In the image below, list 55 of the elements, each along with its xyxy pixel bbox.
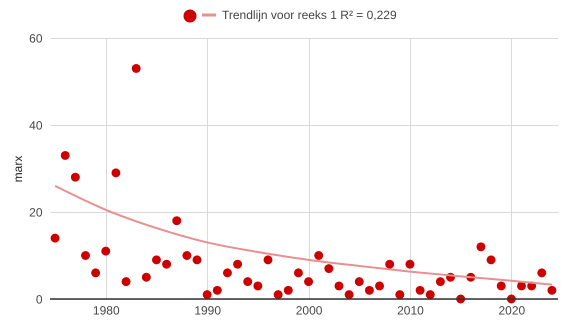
point [344, 290, 354, 300]
point [202, 290, 212, 300]
point [182, 251, 192, 260]
point [274, 290, 283, 300]
x-tick-label: 2010 [397, 304, 424, 318]
x-tick-label: 2000 [296, 304, 323, 318]
point [101, 246, 110, 256]
point [496, 281, 506, 290]
point [486, 255, 496, 264]
point [162, 260, 172, 269]
point [111, 168, 120, 178]
point [122, 277, 131, 286]
x-tick-label: 1990 [194, 304, 222, 318]
point [172, 216, 182, 226]
point [142, 272, 151, 282]
point [192, 255, 202, 264]
point [405, 260, 414, 269]
point [547, 286, 556, 295]
point [537, 268, 546, 278]
y-tick-label: 0 [36, 292, 43, 306]
y-tick-label: 60 [29, 32, 43, 46]
y-tick-label: 40 [29, 118, 43, 132]
point [294, 268, 303, 278]
point [304, 277, 314, 286]
point [253, 281, 262, 290]
point [152, 255, 161, 264]
point [284, 286, 293, 295]
y-axis-title: marx [11, 156, 26, 182]
point [50, 234, 60, 243]
point [375, 281, 384, 290]
x-tick-label: 1980 [92, 304, 120, 318]
point [436, 277, 445, 286]
point [233, 260, 242, 269]
point [426, 290, 435, 300]
point [243, 277, 252, 286]
point [354, 277, 364, 286]
point [60, 150, 70, 160]
point [416, 286, 425, 295]
point [314, 251, 324, 260]
point [334, 281, 344, 290]
point [70, 172, 80, 182]
point [476, 242, 486, 252]
y-tick-label: 20 [29, 206, 43, 220]
point [364, 286, 374, 295]
point [132, 64, 141, 73]
x-tick-label: 2020 [498, 304, 526, 318]
legend-label: Trendlijn voor reeks 1 R² = 0,229 [222, 8, 397, 22]
point [264, 255, 272, 264]
point [81, 251, 90, 260]
point [222, 268, 232, 278]
point [395, 290, 404, 300]
point [385, 260, 394, 269]
point [91, 268, 100, 278]
point [212, 286, 222, 295]
point [324, 264, 334, 274]
